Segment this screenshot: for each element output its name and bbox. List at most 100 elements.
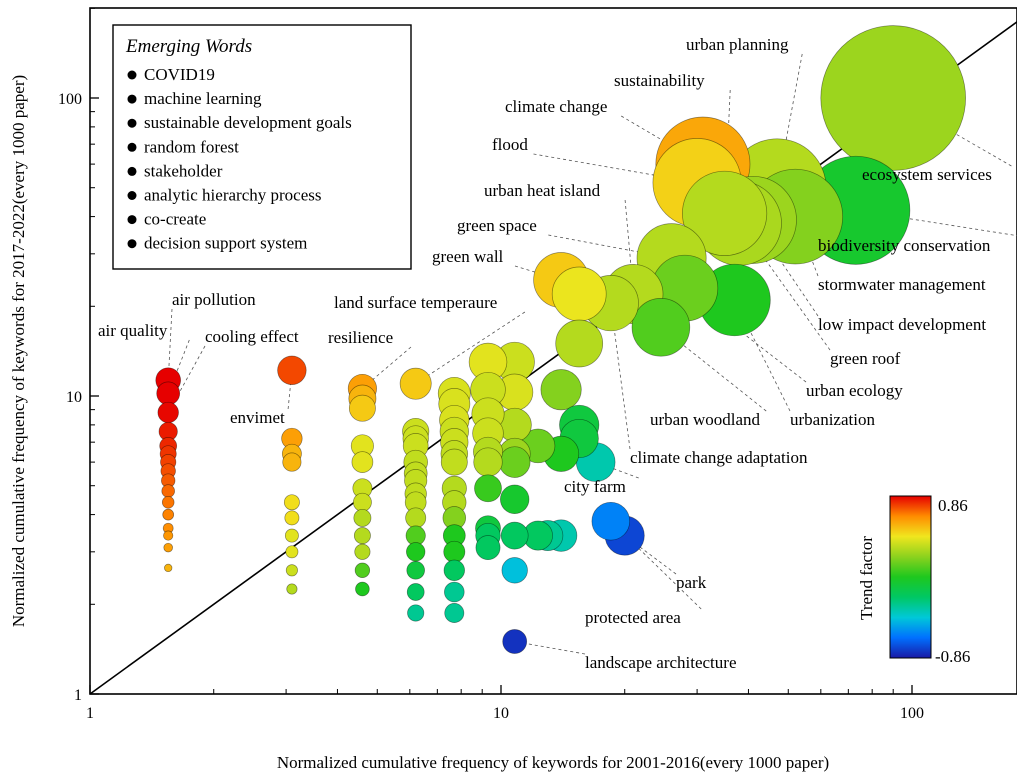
data-points [155,25,966,654]
plot-frame [89,7,1017,695]
data-point [162,508,175,521]
point-label: biodiversity conservation [818,236,991,255]
data-point [348,394,376,422]
axes: 1 10 100 1 10 100 [58,7,924,722]
point-label: land surface temperaure [334,293,497,312]
legend-item: analytic hierarchy process [144,186,321,205]
legend-item: COVID19 [144,65,215,84]
legend-bullet [127,239,137,249]
point-protected-area [591,501,631,541]
legend-frame [112,24,412,270]
point-label: climate change adaptation [630,448,808,467]
point-label: resilience [328,328,393,347]
point-label: cooling effect [205,327,299,346]
colorbar-min-label: -0.86 [935,647,970,666]
point-envimet [277,355,307,385]
data-point [474,474,502,503]
point-label: city farm [564,477,626,496]
point-label: sustainability [614,71,705,90]
data-point [443,540,466,563]
data-point [161,496,175,509]
legend-items: COVID19 machine learning sustainable devel… [127,65,352,253]
legend-bullet [127,191,137,200]
leader-line [738,222,831,351]
data-point [284,528,299,543]
leader-line [362,346,412,389]
leader-line [415,311,526,384]
data-point [163,542,173,553]
data-point [443,559,465,581]
data-point [354,543,371,560]
legend-item: decision support system [144,234,307,253]
point-ecosystem-services [820,25,966,171]
point-label: climate change [505,97,607,116]
data-point [444,603,465,623]
leader-line [776,53,803,188]
data-point [501,557,528,584]
leader-line [167,345,206,413]
point-label: stormwater management [818,275,986,294]
y-axis-title: Normalized cumulative frequency of keywo… [9,75,28,627]
x-tick-label: 1 [86,705,94,722]
point-label: green wall [432,247,504,266]
point-cooling-effect [157,401,179,424]
legend-bullet [127,166,137,176]
colorbar-gradient [889,495,932,659]
legend-title: Emerging Words [125,36,252,57]
data-point [284,510,300,526]
point-label: air pollution [172,290,256,309]
x-axis-title: Normalized cumulative frequency of keywo… [277,753,829,772]
legend-bullet [127,70,137,80]
data-point [283,494,300,511]
leader-line [855,209,1017,237]
data-point [475,535,501,561]
data-point [285,564,298,577]
legend-item: sustainable development goals [144,113,352,132]
data-point [498,446,531,478]
data-point [555,319,604,368]
data-point [540,369,582,411]
trend-factor-colorbar: 0.86 -0.86 Trend factor [857,495,970,666]
data-point [500,484,530,514]
leader-line [660,327,767,412]
point-sustainability [682,170,768,256]
data-point [353,508,372,527]
x-tick-label: 10 [493,705,509,722]
point-label: landscape architecture [585,653,737,672]
emerging-words-legend: Emerging Words COVID19 machine learning su… [112,24,412,270]
point-label: envimet [230,408,285,427]
legend-item: machine learning [144,89,262,108]
legend-item: co-create [144,210,206,229]
point-landscape-architecture [502,629,528,654]
point-label: flood [492,135,528,154]
data-point [352,492,372,512]
point-label: urban ecology [806,381,903,400]
legend-item: random forest [144,137,239,156]
data-point [473,447,503,477]
legend-bullet [127,142,137,152]
point-label: green space [457,216,537,235]
data-point [351,451,374,473]
point-label: park [676,573,707,592]
data-point [354,562,371,578]
data-point [161,484,175,498]
legend-bullet [127,215,137,225]
data-point [406,542,426,562]
colorbar-title: Trend factor [857,536,876,620]
data-point [282,452,302,472]
data-point [551,266,607,322]
data-point [405,507,427,529]
x-tick-label: 100 [900,705,924,722]
data-point [444,581,465,603]
legend-bullet [127,118,137,128]
data-point [164,563,173,573]
legend-bullet [127,94,137,104]
point-label: air quality [98,321,168,340]
data-point [286,583,298,595]
point-air-quality [156,381,181,406]
point-label: urban planning [686,35,789,54]
data-point [355,581,370,597]
data-point [440,448,468,476]
